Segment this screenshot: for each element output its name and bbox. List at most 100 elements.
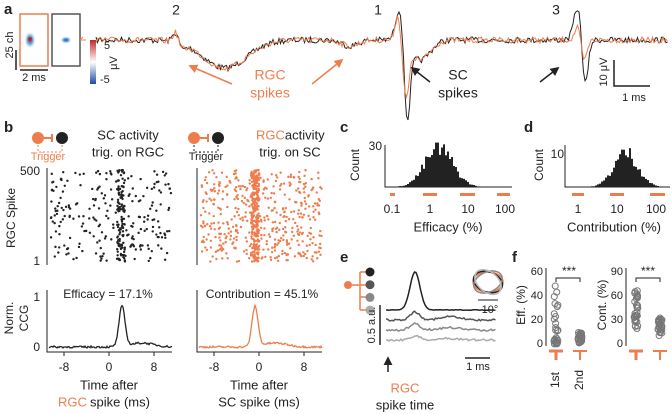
raster-dot [117,206,120,209]
raster-dot [237,214,241,217]
raster-dot [236,193,239,197]
raster-dot [302,254,305,258]
hist-bar [459,177,461,187]
raster-dot [235,176,238,180]
raster-dot [219,212,223,216]
raster-dot [256,253,260,256]
hist-bar [631,158,633,187]
tick-label: -8 [209,360,220,374]
hist-bar [435,142,437,187]
raster-dot [213,187,216,190]
hist-bar [659,186,661,187]
raster-dot [236,231,240,234]
raster-dot [257,199,260,202]
icon [344,281,352,289]
raster-dot [121,177,124,180]
tick-label: 0 [33,340,40,354]
icon [365,292,375,302]
raster-dot [310,177,313,181]
raster-dot [235,260,239,263]
hist-bar [469,184,471,187]
annotation: spike time [376,397,435,412]
raster-dot [252,174,256,177]
raster-dot [314,243,317,247]
hist-bar [641,176,643,187]
raster-dot [123,179,127,182]
trace [385,322,496,332]
raster-dot [300,204,303,207]
raster-dot [165,230,169,233]
raster-dot [150,204,154,207]
tick-label: 60 [531,266,543,278]
raster-dot [320,234,323,238]
raster-dot [202,222,205,225]
icon [212,132,224,144]
raster-dot [205,238,208,241]
raster-dot [255,223,259,226]
raster-dot [276,176,279,179]
raster-dot [56,204,59,208]
hist-bar [451,156,453,187]
raster-dot [132,222,135,225]
arrow [311,58,344,85]
raster-dot [250,260,254,263]
raster-dot [77,245,81,249]
axis-label: Norm. [2,302,16,335]
raster-dot [225,235,228,238]
scale-label: 1 ms [466,361,490,373]
raster-dot [298,177,301,181]
raster-dot [254,198,257,202]
trace [385,271,496,311]
raster-dot [243,196,247,200]
raster-dot [91,197,95,201]
raster-dot [248,178,251,182]
hist-bar [445,155,447,187]
raster-dot [258,215,262,218]
raster-dot [159,203,162,206]
raster-dot [123,223,126,226]
raster-dot [246,219,249,223]
raster-dot [163,258,167,261]
raster-dot [120,254,123,257]
hist-bar [449,158,451,187]
raster-dot [251,184,254,187]
raster-dot [121,197,124,201]
raster-dot [303,196,306,200]
raster-dot [203,178,207,182]
raster-dot [213,198,216,201]
raster-dot [74,171,77,175]
tick-label: 90 [611,266,623,278]
raster-dot [308,218,312,221]
raster-dot [168,187,172,190]
raster-dot [253,234,256,237]
raster-dot [81,249,84,253]
raster-dot [314,208,317,211]
raster-dot [254,184,258,187]
icon [56,132,68,144]
raster-dot [281,207,285,210]
raster-dot [117,258,121,261]
raster-dot [261,256,264,259]
raster-dot [103,237,107,240]
scale-bar [613,60,650,87]
raster-dot [82,172,85,176]
raster-dot [117,210,120,213]
raster-dot [231,242,234,246]
raster-dot [255,196,259,200]
raster-dot [255,208,258,211]
raster-dot [285,215,288,219]
tick-label: 100 [646,202,666,216]
raster-dot [252,214,256,217]
raster-dot [257,240,260,243]
raster-dot [130,224,133,228]
raster-dot [316,202,319,205]
raster-dot [257,182,261,186]
raster-dot [213,228,216,231]
point [577,333,585,341]
bracket [635,277,661,282]
trace [385,310,496,322]
raster-dot [147,259,150,263]
raster-dot [319,229,322,233]
hist-bar [457,171,459,187]
raster-dot [131,187,135,190]
